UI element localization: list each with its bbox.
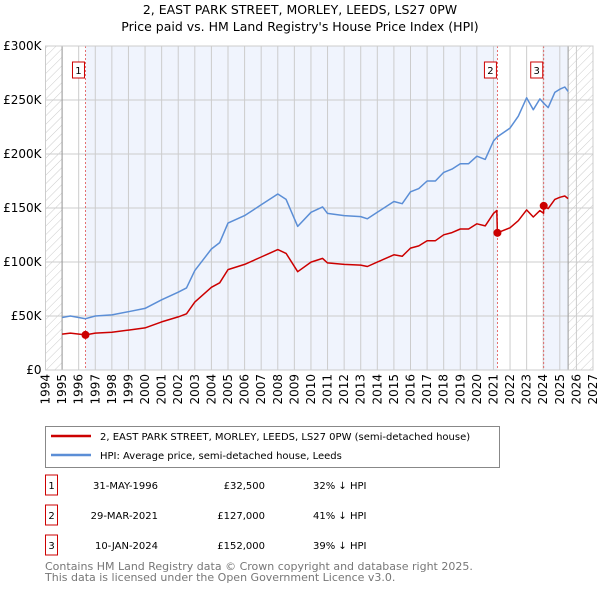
x-tick-label: 2016 (404, 374, 418, 405)
sale-2-point (493, 228, 502, 237)
sale-row-number: 2 (48, 511, 54, 522)
y-tick-label: £250K (3, 93, 43, 107)
x-tick-label: 2001 (155, 374, 169, 405)
sale-row-number-box (45, 534, 58, 556)
plot-border (45, 45, 594, 371)
hpi-line (61, 86, 569, 320)
sale-row-price: £32,500 (224, 481, 265, 492)
sale-row-number: 1 (48, 481, 54, 492)
sale-3-point (539, 201, 548, 210)
legend-label-property: 2, EAST PARK STREET, MORLEY, LEEDS, LS27… (100, 432, 470, 443)
sale-2-label-box (483, 61, 497, 79)
sale-row-hpi-diff: 32% ↓ HPI (313, 481, 366, 492)
sale-row-date: 31-MAY-1996 (93, 481, 158, 492)
x-tick-label: 1996 (72, 374, 86, 405)
x-tick-label: 2024 (536, 374, 550, 405)
x-tick-label: 1998 (105, 374, 119, 405)
x-tick-label: 2006 (238, 374, 252, 405)
sale-row-number-box (45, 474, 58, 496)
sales-table: 1 31-MAY-1996 £32,500 32% ↓ HPI 2 29-MAR-2021… (45, 474, 366, 556)
sale-1-point (81, 330, 90, 339)
x-tick-label: 2014 (370, 374, 384, 405)
legend-box (45, 426, 500, 468)
sale-1-label-box (71, 61, 85, 79)
sale-row-date: 10-JAN-2024 (95, 541, 158, 552)
x-tick-label: 2008 (271, 374, 285, 405)
x-tick-label: 2026 (569, 374, 583, 405)
y-tick-label: £200K (3, 147, 43, 161)
sale-3-label: 3 (534, 66, 540, 77)
x-tick-label: 2017 (420, 374, 434, 405)
x-tick-label: 2005 (221, 374, 235, 405)
x-tick-label: 2022 (503, 374, 517, 405)
sale-row-hpi-diff: 39% ↓ HPI (313, 541, 366, 552)
sale-row-number-box (45, 504, 58, 526)
y-tick-label: £0 (26, 363, 41, 377)
x-tick-label: 2003 (188, 374, 202, 405)
x-tick-label: 2019 (453, 374, 467, 405)
y-tick-label: £100K (3, 255, 43, 269)
x-tick-label: 2012 (337, 374, 351, 405)
x-tick-label: 1994 (39, 374, 53, 405)
chart-title: 2, EAST PARK STREET, MORLEY, LEEDS, LS27… (143, 2, 457, 17)
sale-2-label: 2 (487, 66, 493, 77)
x-tick-label: 2013 (354, 374, 368, 405)
sale-row-price: £152,000 (217, 541, 265, 552)
x-tick-label: 2027 (586, 374, 600, 405)
x-tick-label: 2021 (486, 374, 500, 405)
x-tick-label: 2002 (171, 374, 185, 405)
x-tick-label: 2009 (287, 374, 301, 405)
chart-subtitle: Price paid vs. HM Land Registry's House … (121, 19, 478, 34)
sale-3-label-box (530, 61, 544, 79)
footer-line-2: This data is licensed under the Open Gov… (44, 571, 395, 584)
x-tick-label: 2020 (470, 374, 484, 405)
x-tick-label: 2015 (387, 374, 401, 405)
legend: 2, EAST PARK STREET, MORLEY, LEEDS, LS27… (45, 426, 500, 468)
y-tick-label: £300K (3, 39, 43, 53)
x-tick-label: 2010 (304, 374, 318, 405)
x-tick-label: 2011 (321, 374, 335, 405)
sale-row-number: 3 (48, 541, 54, 552)
x-tick-label: 1997 (88, 374, 102, 405)
x-tick-label: 2025 (553, 374, 567, 405)
property-price-line (62, 195, 569, 336)
sale-row-price: £127,000 (217, 511, 265, 522)
legend-label-hpi: HPI: Average price, semi-detached house,… (100, 451, 342, 462)
y-tick-label: £50K (11, 309, 43, 323)
x-tick-label: 2004 (204, 374, 218, 405)
x-tick-label: 2023 (520, 374, 534, 405)
footer-line-1: Contains HM Land Registry data © Crown c… (45, 560, 473, 573)
x-tick-label: 2007 (254, 374, 268, 405)
sale-row-hpi-diff: 41% ↓ HPI (313, 511, 366, 522)
plot-area: 1994 1995 1996 1997 1998 1999 2000 2001 2002 2003… (3, 39, 600, 405)
x-tick-label: 1999 (121, 374, 135, 405)
sale-row-date: 29-MAR-2021 (91, 511, 158, 522)
x-tick-label: 1995 (55, 374, 69, 405)
x-tick-label: 2018 (437, 374, 451, 405)
x-tick-label: 2000 (138, 374, 152, 405)
y-tick-label: £150K (3, 201, 43, 215)
sale-1-label: 1 (75, 66, 81, 77)
